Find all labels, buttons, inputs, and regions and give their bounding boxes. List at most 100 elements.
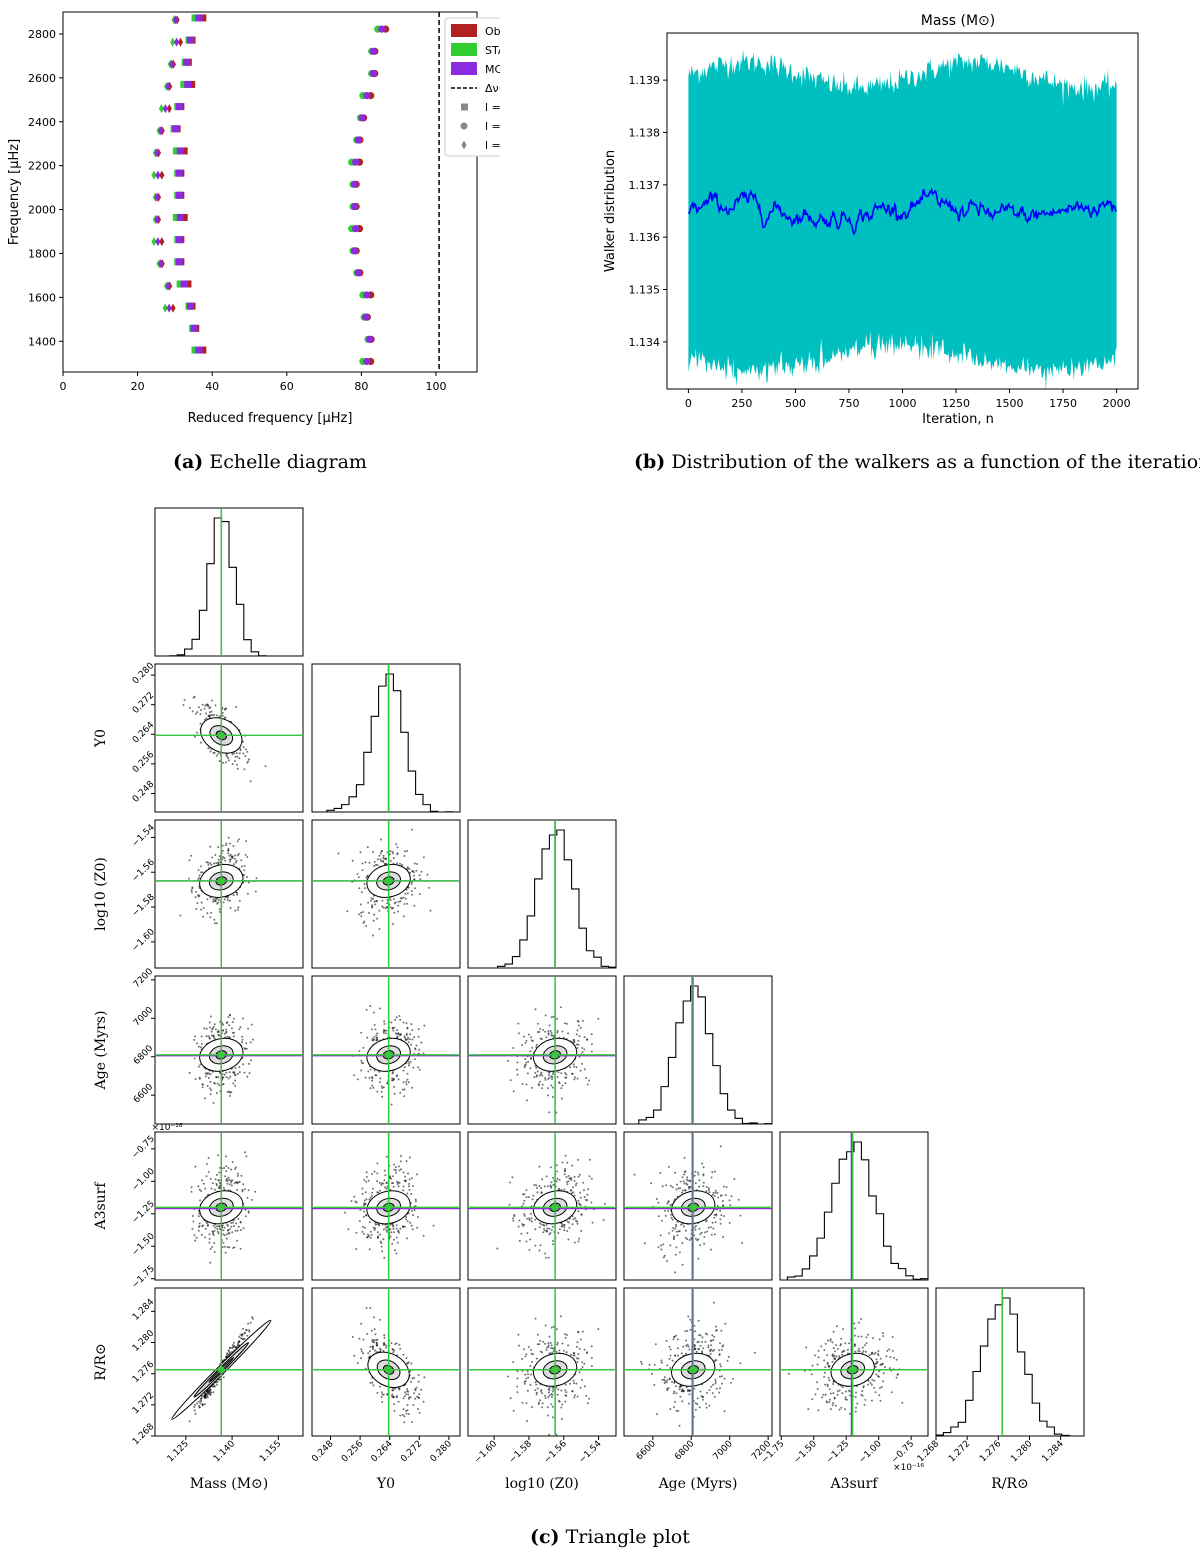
- sample-point: [355, 1248, 358, 1250]
- sample-point: [243, 864, 246, 867]
- sample-point: [567, 1180, 570, 1183]
- sample-point: [665, 1184, 668, 1187]
- sample-point: [224, 761, 227, 764]
- sample-point: [243, 1338, 246, 1340]
- sample-point: [197, 1400, 200, 1403]
- sample-point: [410, 890, 413, 892]
- sample-point: [228, 1179, 231, 1181]
- sample-point: [203, 1097, 206, 1100]
- legend-diamond: [461, 140, 467, 150]
- sample-point: [222, 1229, 225, 1232]
- sample-point: [379, 1007, 382, 1010]
- sample-point: [541, 1392, 544, 1395]
- sample-point: [544, 1394, 547, 1397]
- sample-point: [548, 1386, 551, 1389]
- sample-point: [211, 1246, 214, 1248]
- sample-point: [704, 1231, 707, 1234]
- sample-point: [686, 1238, 689, 1241]
- sample-point: [561, 1342, 564, 1345]
- sample-point: [676, 1183, 678, 1186]
- square-marker: [176, 213, 184, 221]
- sample-point: [230, 1184, 233, 1187]
- sample-point: [578, 1173, 581, 1176]
- sample-point: [874, 1365, 877, 1368]
- sample-point: [215, 922, 218, 925]
- sample-point: [512, 1361, 515, 1364]
- sample-point: [389, 906, 392, 909]
- sample-point: [420, 1041, 423, 1044]
- sample-point: [403, 850, 406, 853]
- sample-point: [573, 1396, 576, 1399]
- sample-point: [567, 1344, 570, 1347]
- sample-point: [405, 1393, 408, 1396]
- sample-point: [358, 1220, 361, 1223]
- sample-point: [395, 1236, 398, 1239]
- x-tick-label: 1250: [942, 397, 970, 410]
- sample-point: [712, 1191, 715, 1194]
- sample-point: [556, 1341, 559, 1344]
- sample-point: [250, 1198, 253, 1201]
- sample-point: [243, 768, 246, 771]
- sample-point: [716, 1192, 719, 1194]
- sample-point: [701, 1162, 704, 1165]
- sample-point: [200, 1233, 203, 1236]
- sample-point: [411, 1228, 414, 1231]
- square-marker: [195, 346, 203, 354]
- sample-point: [710, 1248, 712, 1251]
- sample-point: [422, 856, 425, 859]
- diamond-marker: [170, 303, 176, 313]
- sample-point: [374, 1333, 377, 1336]
- sample-point: [368, 911, 370, 914]
- sample-point: [208, 715, 211, 718]
- sample-point: [572, 1379, 575, 1382]
- sample-point: [678, 1251, 681, 1254]
- sample-point: [710, 1176, 713, 1179]
- sample-point: [721, 1382, 723, 1385]
- sample-point: [215, 1225, 218, 1228]
- square-marker: [175, 258, 183, 266]
- sample-point: [380, 1090, 383, 1093]
- sample-point: [572, 1352, 575, 1354]
- sample-point: [667, 1209, 670, 1212]
- sample-point: [654, 1343, 657, 1346]
- circle-marker: [351, 158, 360, 166]
- corner-plot: 0.2480.2560.2640.2720.280−1.60−1.58−1.56…: [93, 507, 1085, 1492]
- sample-point: [509, 1079, 512, 1082]
- sample-point: [583, 1195, 586, 1198]
- circle-marker: [351, 225, 360, 233]
- sample-point: [530, 1036, 532, 1039]
- sample-point: [578, 1035, 581, 1038]
- sample-point: [662, 1256, 665, 1259]
- sample-point: [247, 1189, 250, 1192]
- sample-point: [409, 1396, 412, 1399]
- sample-point: [351, 1335, 354, 1338]
- sample-point: [660, 1359, 663, 1362]
- sample-point: [238, 1028, 241, 1031]
- sample-point: [711, 1334, 714, 1337]
- sample-point: [525, 1353, 528, 1356]
- sample-point: [583, 1036, 586, 1039]
- sample-point: [579, 1026, 582, 1029]
- sample-point: [733, 1178, 736, 1181]
- sample-point: [527, 1196, 530, 1199]
- caption-a: (a) Echelle diagram: [173, 451, 367, 473]
- sample-point: [211, 714, 214, 717]
- sample-point: [548, 1227, 551, 1230]
- sample-point: [555, 1180, 558, 1183]
- sample-point: [378, 909, 381, 912]
- sample-point: [199, 1063, 202, 1066]
- sample-point: [657, 1215, 660, 1218]
- sample-point: [403, 1035, 406, 1038]
- square-marker: [188, 80, 196, 88]
- y-tick-label: −1.75: [130, 1264, 157, 1291]
- sample-point: [365, 1176, 368, 1178]
- sample-point: [408, 1038, 411, 1041]
- sample-point: [242, 746, 245, 748]
- sample-point: [707, 1346, 710, 1349]
- histogram-panel: [467, 819, 617, 969]
- sample-point: [243, 1332, 246, 1335]
- sample-point: [676, 1234, 679, 1237]
- x-tick-label: 40: [205, 380, 219, 393]
- sample-point: [246, 856, 249, 858]
- sample-point: [229, 1075, 232, 1078]
